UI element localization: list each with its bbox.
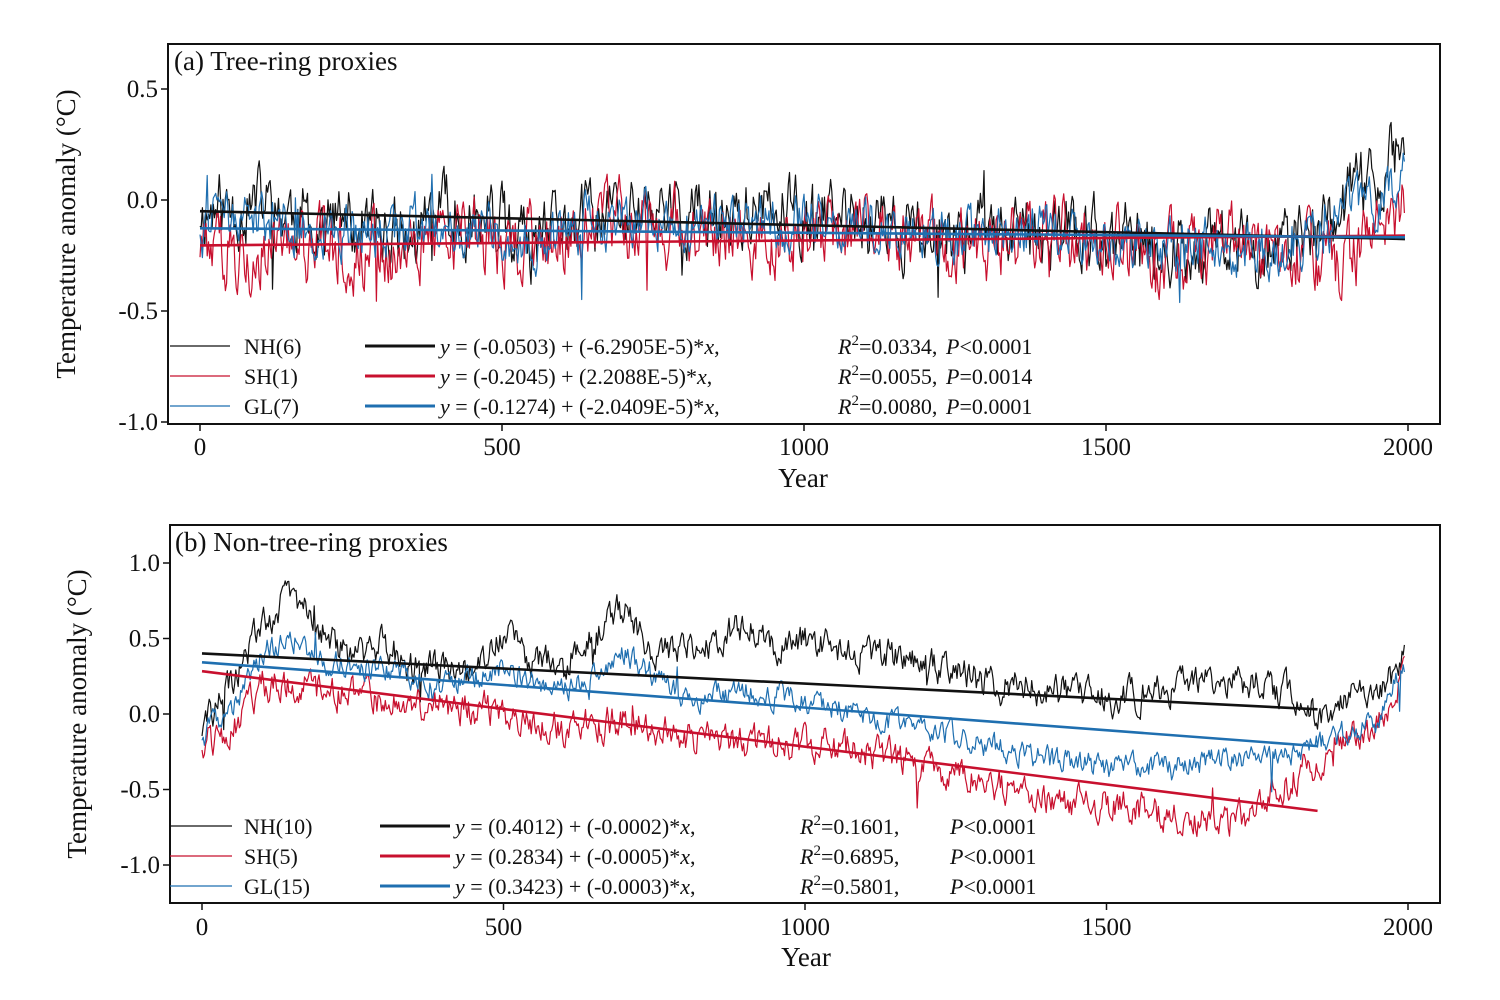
panel-a: (a) Tree-ring proxies 0 500 1000 1500 2000 0.… xyxy=(51,43,1441,493)
trend-line-nh xyxy=(199,209,1406,241)
y-tick-label: 0.5 xyxy=(129,626,160,653)
y-tick-label: -0.5 xyxy=(120,777,160,804)
trend-p-sh: P<0.0001 xyxy=(949,844,1036,869)
legend-label-sh: SH(1) xyxy=(244,364,298,389)
legend-label-sh: SH(5) xyxy=(244,844,298,869)
trend-r2-gl: R2=0.5801, xyxy=(799,873,899,899)
trend-p-nh: P<0.0001 xyxy=(949,814,1036,839)
trend-p-gl: P=0.0001 xyxy=(945,394,1032,419)
y-tick-label: -0.5 xyxy=(118,298,158,325)
legend-label-nh: NH(10) xyxy=(244,814,312,839)
trend-equation-nh: y = (-0.0503) + (-6.2905E-5)*x, xyxy=(438,334,720,359)
panel-a-title: (a) Tree-ring proxies xyxy=(174,46,397,76)
legend-label-nh: NH(6) xyxy=(244,334,301,359)
trend-equation-gl: y = (-0.1274) + (-2.0409E-5)*x, xyxy=(438,394,720,419)
x-tick-label: 0 xyxy=(196,914,209,941)
x-tick-label: 1500 xyxy=(1081,434,1131,461)
y-tick-label: -1.0 xyxy=(118,409,158,436)
trend-r2-nh: R2=0.0334, xyxy=(837,333,937,359)
series-line-gl xyxy=(201,631,1405,793)
y-tick-label: 0.0 xyxy=(127,187,158,214)
panel-b-ylabel: Temperature anomaly (°C) xyxy=(62,569,92,858)
trend-r2-nh: R2=0.1601, xyxy=(799,813,899,839)
trend-line-nh xyxy=(201,652,1318,711)
y-tick-label: -1.0 xyxy=(120,852,160,879)
x-tick-label: 1500 xyxy=(1082,914,1132,941)
x-tick-label: 500 xyxy=(485,914,523,941)
series-line-gl xyxy=(199,152,1405,304)
trend-p-sh: P=0.0014 xyxy=(945,364,1032,389)
series-line-sh xyxy=(199,173,1405,302)
trend-line-gl xyxy=(199,226,1405,239)
panel-b-xlabel: Year xyxy=(781,942,831,972)
trend-p-nh: P<0.0001 xyxy=(945,334,1032,359)
panel-a-ylabel: Temperature anomaly (°C) xyxy=(51,89,81,378)
x-tick-label: 2000 xyxy=(1383,914,1433,941)
trend-r2-sh: R2=0.0055, xyxy=(837,363,937,389)
x-tick-label: 500 xyxy=(483,434,521,461)
x-tick-label: 2000 xyxy=(1383,434,1433,461)
x-tick-label: 1000 xyxy=(779,434,829,461)
series-line-nh xyxy=(201,580,1405,737)
panel-b-title: (b) Non-tree-ring proxies xyxy=(175,527,448,557)
panel-a-xlabel: Year xyxy=(778,463,828,493)
y-tick-label: 1.0 xyxy=(129,550,160,577)
panel-b: (b) Non-tree-ring proxies 0 500 1000 1500 20… xyxy=(62,524,1441,972)
trend-equation-sh: y = (0.2834) + (-0.0005)*x, xyxy=(453,844,695,869)
trend-r2-sh: R2=0.6895, xyxy=(799,843,899,869)
trend-line-sh xyxy=(201,669,1318,813)
legend-label-gl: GL(7) xyxy=(244,394,299,419)
series-line-sh xyxy=(201,655,1405,838)
trend-line-gl xyxy=(201,661,1318,748)
trend-p-gl: P<0.0001 xyxy=(949,874,1036,899)
y-tick-label: 0.0 xyxy=(129,701,160,728)
legend-label-gl: GL(15) xyxy=(244,874,310,899)
x-tick-label: 1000 xyxy=(780,914,830,941)
trend-line-sh xyxy=(199,234,1405,247)
x-tick-label: 0 xyxy=(194,434,207,461)
trend-equation-gl: y = (0.3423) + (-0.0003)*x, xyxy=(453,874,695,899)
trend-r2-gl: R2=0.0080, xyxy=(837,393,937,419)
y-tick-label: 0.5 xyxy=(127,76,158,103)
trend-equation-nh: y = (0.4012) + (-0.0002)*x, xyxy=(453,814,695,839)
trend-equation-sh: y = (-0.2045) + (2.2088E-5)*x, xyxy=(438,364,712,389)
